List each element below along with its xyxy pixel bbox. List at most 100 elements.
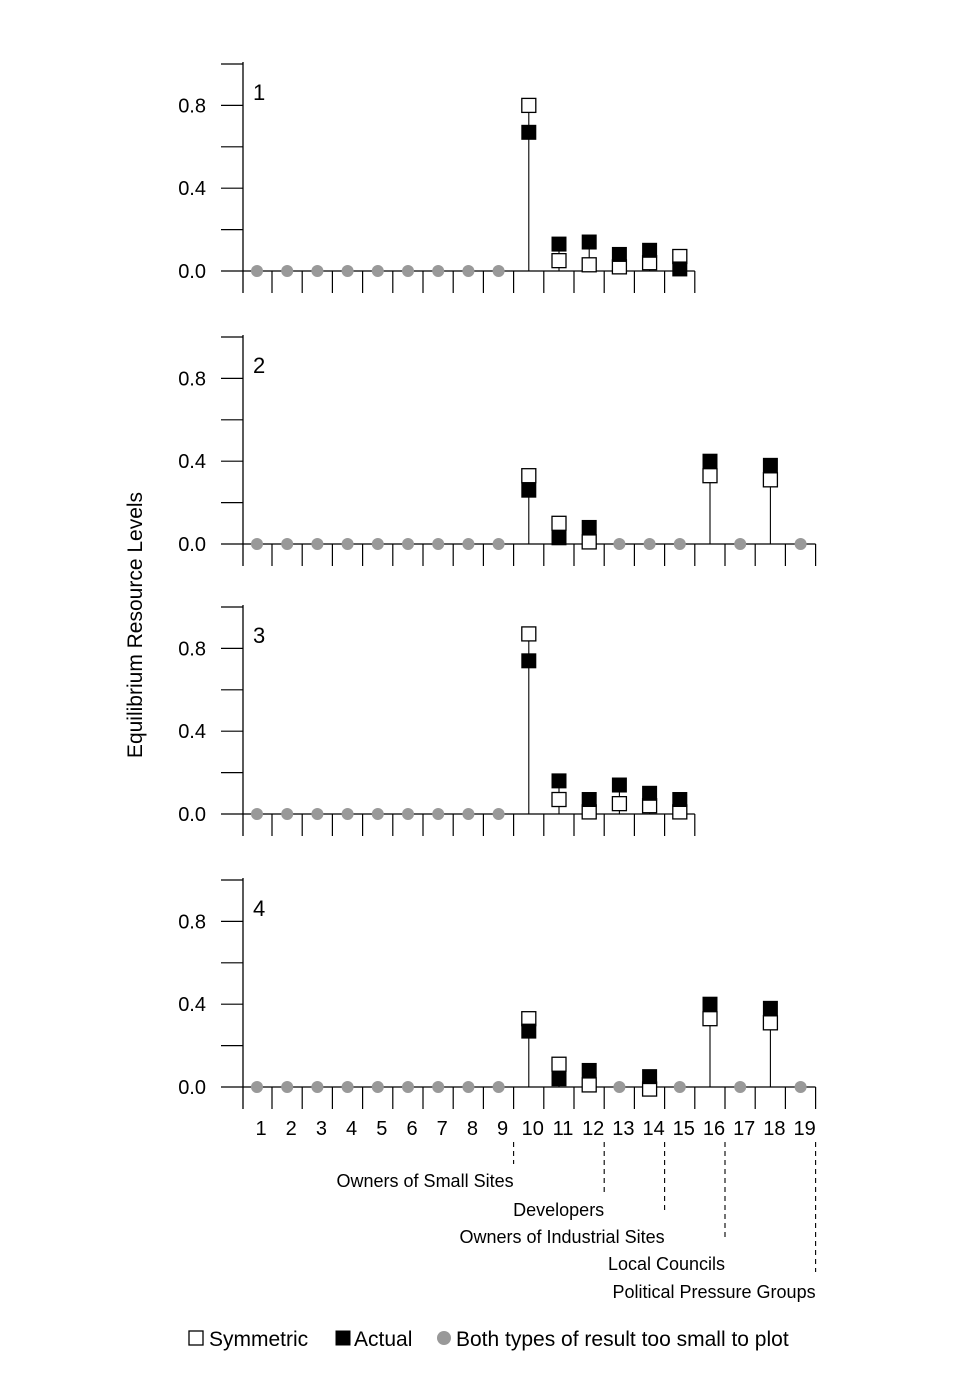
symmetric-point (521, 626, 537, 642)
y-tick-label: 0.4 (178, 178, 206, 200)
both-small-point (462, 808, 475, 820)
x-tick-label: 4 (346, 1118, 357, 1140)
panel-4: 0.0 0.4 0.8 4 (178, 878, 817, 1109)
group-label: Owners of Small Sites (337, 1171, 514, 1191)
group-labels: Owners of Small Sites Developers Owners of… (337, 1142, 817, 1302)
both-small-point (492, 808, 505, 820)
symmetric-point (702, 468, 718, 484)
legend-actual-marker (335, 1330, 351, 1346)
both-small-point (251, 265, 263, 277)
both-small-point (311, 1081, 324, 1093)
both-small-point (371, 265, 384, 277)
legend-symmetric-marker (188, 1330, 204, 1346)
symmetric-point (762, 472, 779, 488)
symmetric-point (581, 534, 597, 550)
both-small-point (613, 1081, 626, 1093)
symmetric-point (641, 798, 658, 814)
actual-point (642, 242, 658, 258)
both-small-point (341, 265, 354, 277)
symmetric-point (641, 1081, 658, 1097)
both-small-point (643, 538, 656, 550)
actual-point (672, 261, 688, 277)
actual-point (762, 1000, 778, 1016)
symmetric-point (551, 791, 567, 808)
actual-point (521, 482, 537, 498)
panel-label: 2 (253, 353, 265, 378)
actual-point (551, 236, 567, 252)
actual-point (521, 653, 537, 669)
actual-point (581, 792, 597, 808)
symmetric-point (581, 257, 597, 273)
both-small-point (311, 538, 324, 550)
group-label: Political Pressure Groups (613, 1282, 816, 1302)
both-small-point (341, 1081, 354, 1093)
legend-actual-label: Actual (354, 1328, 412, 1351)
symmetric-point (551, 515, 567, 531)
x-tick-label: 9 (497, 1118, 508, 1140)
both-small-point (371, 1081, 384, 1093)
panel-label: 4 (253, 896, 265, 921)
x-axis-labels: 1 2 3 4 5 6 7 8 9 10 11 12 13 14 15 16 17 18 19 (255, 1118, 815, 1140)
both-small-point (432, 538, 445, 550)
actual-point (551, 773, 567, 789)
actual-point (581, 234, 597, 250)
x-tick-label: 11 (553, 1118, 574, 1140)
symmetric-point (521, 97, 537, 114)
actual-point (521, 124, 537, 140)
both-small-point (462, 1081, 475, 1093)
symmetric-point (521, 468, 537, 484)
panel-3: 0.0 0.4 0.8 3 (178, 605, 696, 836)
x-tick-label: 10 (522, 1118, 544, 1140)
panel-label: 3 (253, 623, 265, 648)
symmetric-point (672, 804, 688, 820)
x-tick-label: 18 (763, 1118, 785, 1140)
y-tick-label: 0.8 (178, 95, 206, 117)
x-tick-label: 7 (437, 1118, 448, 1140)
both-small-point (371, 808, 384, 820)
symmetric-point (641, 255, 658, 271)
both-small-point (462, 265, 475, 277)
panel-label: 1 (253, 80, 265, 105)
both-small-point (432, 808, 445, 820)
actual-point (642, 785, 658, 801)
both-small-point (341, 808, 354, 820)
x-tick-label: 15 (673, 1118, 695, 1140)
group-label: Owners of Industrial Sites (460, 1227, 665, 1247)
symmetric-point (611, 259, 628, 275)
actual-point (611, 777, 627, 793)
both-small-point (673, 1081, 686, 1093)
both-small-point (613, 538, 626, 550)
x-tick-label: 12 (582, 1118, 604, 1140)
actual-point (702, 453, 718, 469)
x-tick-label: 2 (286, 1118, 297, 1140)
symmetric-point (611, 796, 628, 812)
both-small-point (251, 1081, 263, 1093)
symmetric-point (551, 1056, 567, 1072)
symmetric-point (521, 1011, 537, 1027)
both-small-point (281, 808, 294, 820)
symmetric-point (551, 252, 567, 269)
actual-point (551, 1071, 567, 1087)
both-small-point (673, 538, 686, 550)
symmetric-point (702, 1011, 718, 1027)
both-small-point (402, 1081, 414, 1093)
group-label: Developers (513, 1200, 604, 1220)
y-tick-label: 0.4 (178, 721, 206, 743)
actual-point (551, 530, 567, 546)
x-tick-label: 19 (793, 1118, 815, 1140)
both-small-point (402, 265, 414, 277)
x-tick-label: 5 (376, 1118, 387, 1140)
y-tick-label: 0.0 (178, 534, 206, 556)
actual-point (702, 996, 718, 1012)
group-label: Local Councils (608, 1254, 725, 1274)
both-small-point (402, 538, 414, 550)
x-tick-label: 13 (612, 1118, 634, 1140)
actual-point (672, 792, 688, 808)
y-tick-label: 0.0 (178, 804, 206, 826)
y-tick-label: 0.8 (178, 911, 206, 933)
both-small-point (281, 1081, 294, 1093)
both-small-point (402, 808, 414, 820)
legend-symmetric-label: Symmetric (209, 1328, 308, 1351)
y-tick-label: 0.4 (178, 451, 206, 473)
both-small-point (492, 265, 505, 277)
